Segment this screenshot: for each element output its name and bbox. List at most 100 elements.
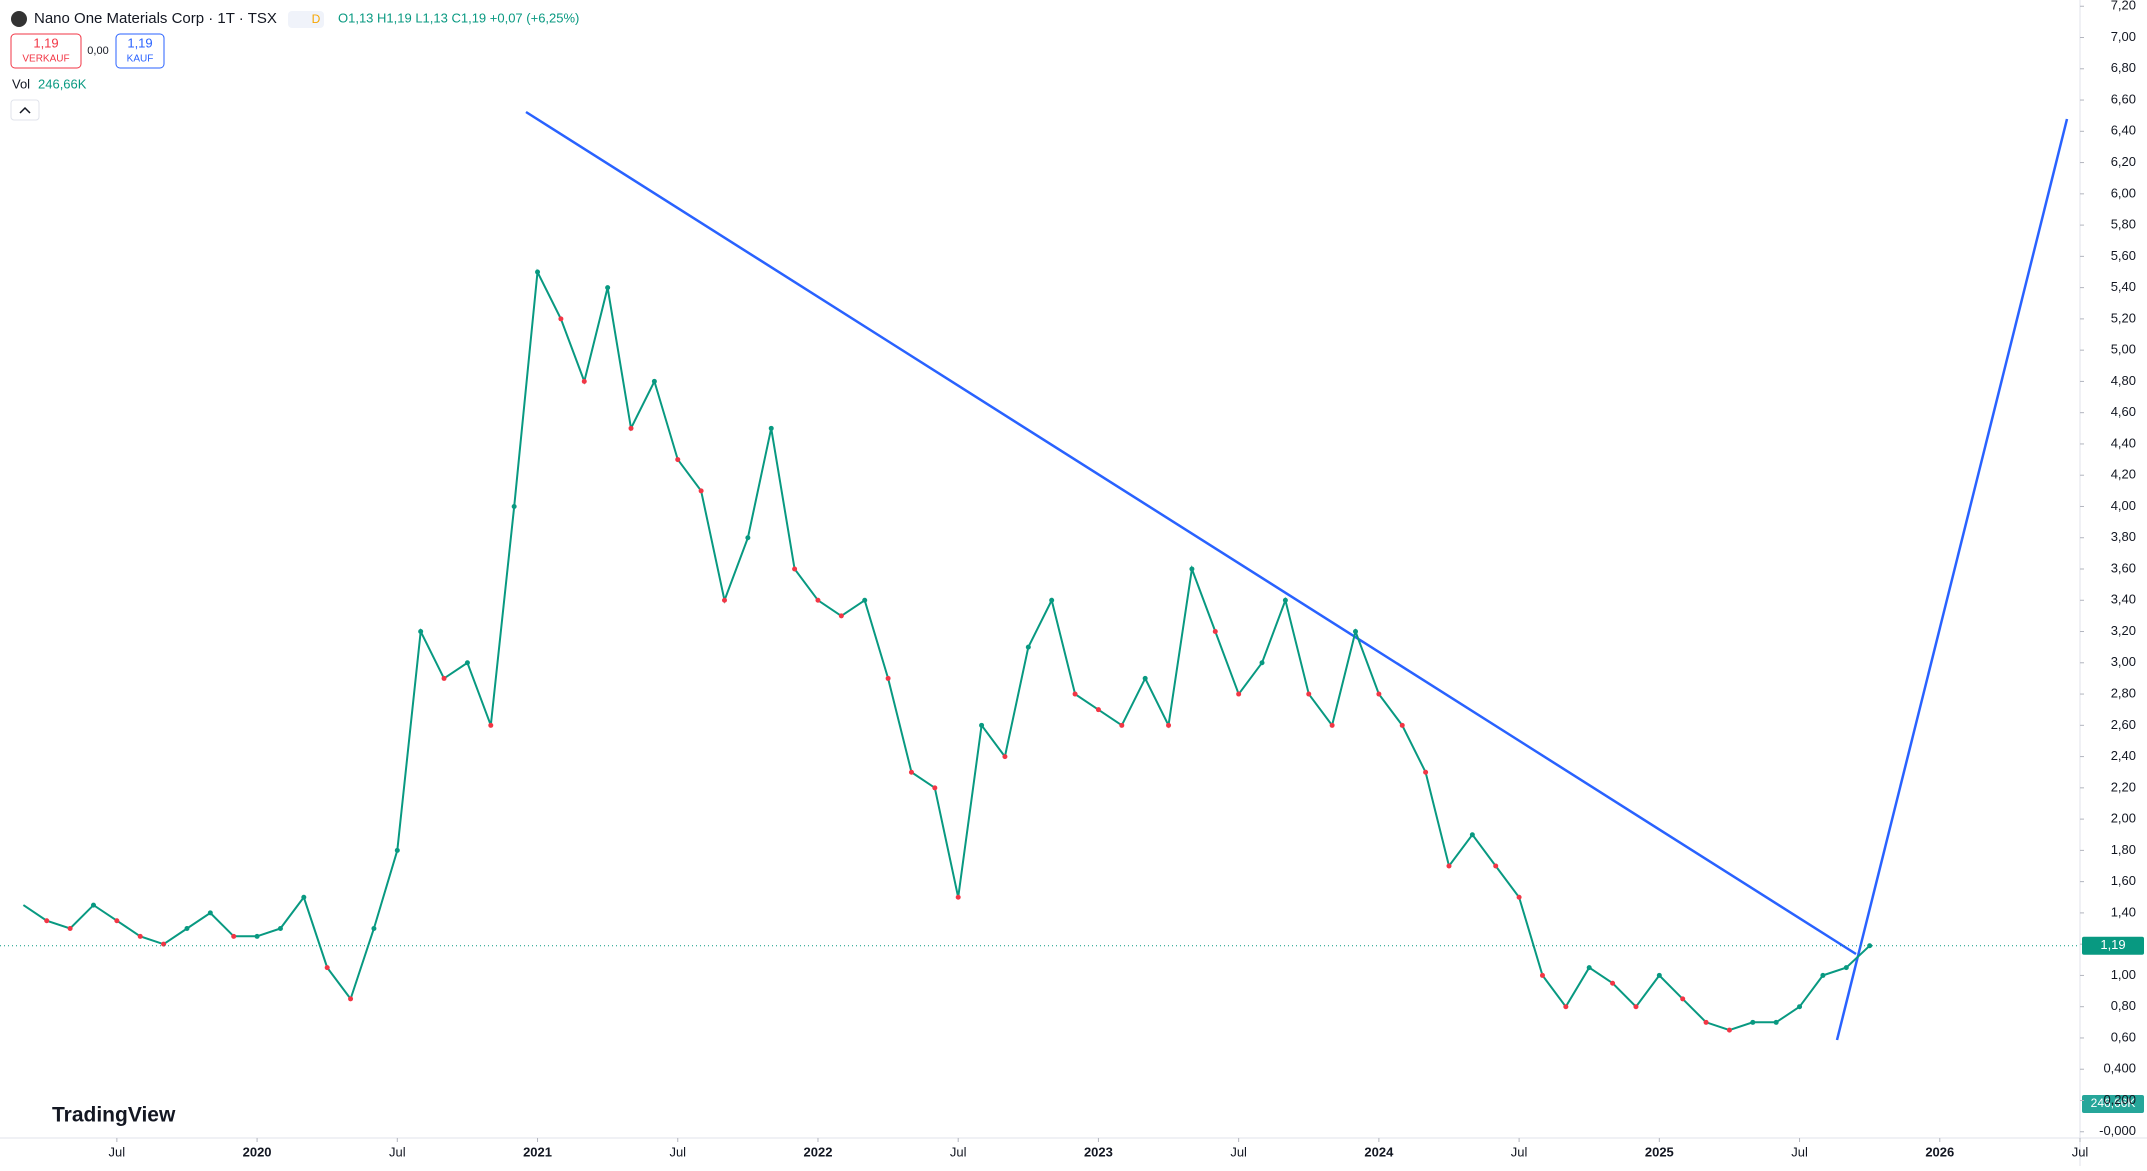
price-point xyxy=(1119,722,1125,728)
price-point xyxy=(1423,769,1429,775)
interval-badge: D xyxy=(312,12,321,26)
y-tick-label: 6,40 xyxy=(2111,123,2136,138)
price-point xyxy=(1680,996,1686,1002)
price-point xyxy=(885,675,891,681)
price-point xyxy=(815,597,821,603)
price-point xyxy=(1306,691,1312,697)
y-tick-label: 2,20 xyxy=(2111,779,2136,794)
y-tick-label: 3,00 xyxy=(2111,654,2136,669)
price-point xyxy=(67,926,73,932)
trend-line[interactable] xyxy=(525,110,1857,956)
x-tick-label: Jul xyxy=(1511,1144,1528,1159)
y-tick-label: 2,80 xyxy=(2111,685,2136,700)
y-tick-label: 1,80 xyxy=(2111,842,2136,857)
sell-label[interactable]: VERKAUF xyxy=(22,54,69,65)
price-point xyxy=(838,613,844,619)
y-tick-label: 3,80 xyxy=(2111,529,2136,544)
buy-label[interactable]: KAUF xyxy=(127,54,154,65)
ohlc: O1,13 H1,19 L1,13 C1,19 +0,07 (+6,25%) xyxy=(338,10,579,25)
buy-button[interactable] xyxy=(115,33,165,69)
price-point xyxy=(1399,722,1405,728)
y-tick-label: 5,00 xyxy=(2111,342,2136,357)
price-point xyxy=(394,847,400,853)
y-tick-label: 0,400 xyxy=(2103,1061,2136,1076)
y-tick-label: 1,40 xyxy=(2111,904,2136,919)
x-tick-label: Jul xyxy=(950,1144,967,1159)
price-point xyxy=(1189,566,1195,572)
volume-axis-label: 246,66K xyxy=(2091,1096,2136,1110)
price-point xyxy=(581,378,587,384)
price-point xyxy=(908,769,914,775)
price-point xyxy=(1002,754,1008,760)
price-point xyxy=(1329,722,1335,728)
price-point xyxy=(1376,691,1382,697)
symbol-title[interactable]: Nano One Materials Corp · 1T · TSX xyxy=(34,10,277,27)
price-point xyxy=(1166,722,1172,728)
y-tick-label: 6,80 xyxy=(2111,60,2136,75)
y-tick-label: 5,40 xyxy=(2111,279,2136,294)
x-tick-label: 2026 xyxy=(1925,1144,1954,1159)
last-price-label: 1,19 xyxy=(2100,937,2125,952)
y-tick-label: 2,60 xyxy=(2111,717,2136,732)
price-point xyxy=(605,285,611,291)
price-point xyxy=(114,918,120,924)
price-point xyxy=(1773,1019,1779,1025)
price-point xyxy=(932,785,938,791)
x-tick-label: 2023 xyxy=(1084,1144,1113,1159)
y-tick-label: 1,00 xyxy=(2111,967,2136,982)
x-tick-label: 2021 xyxy=(523,1144,552,1159)
price-point xyxy=(1353,629,1359,635)
price-point xyxy=(1797,1004,1803,1010)
y-tick-label: 0,60 xyxy=(2111,1029,2136,1044)
price-point xyxy=(161,941,167,947)
y-tick-label: 0,200 xyxy=(2103,1092,2136,1107)
x-tick-label: 2020 xyxy=(243,1144,272,1159)
price-point xyxy=(979,722,985,728)
x-tick-label: Jul xyxy=(669,1144,686,1159)
y-tick-label: 3,20 xyxy=(2111,623,2136,638)
y-tick-label: 4,80 xyxy=(2111,373,2136,388)
y-tick-label: 5,60 xyxy=(2111,248,2136,263)
price-point xyxy=(464,660,470,666)
buy-price[interactable]: 1,19 xyxy=(127,35,152,50)
price-point xyxy=(675,457,681,463)
y-tick-label: -0,000 xyxy=(2099,1123,2136,1138)
x-tick-label: Jul xyxy=(1230,1144,1247,1159)
x-tick-label: Jul xyxy=(1791,1144,1808,1159)
y-tick-label: 5,20 xyxy=(2111,310,2136,325)
price-point xyxy=(1025,644,1031,650)
y-tick-label: 2,00 xyxy=(2111,811,2136,826)
last-price-badge xyxy=(2082,936,2144,955)
price-point xyxy=(535,269,541,275)
price-point xyxy=(348,996,354,1002)
sell-button[interactable] xyxy=(10,33,82,69)
price-point xyxy=(277,926,283,932)
trend-line[interactable] xyxy=(1835,118,2069,1041)
y-tick-label: 6,20 xyxy=(2111,154,2136,169)
x-tick-label: Jul xyxy=(389,1144,406,1159)
sell-price[interactable]: 1,19 xyxy=(33,35,58,50)
y-tick-label: 6,00 xyxy=(2111,185,2136,200)
price-point xyxy=(1516,894,1522,900)
price-point xyxy=(231,933,237,939)
price-point xyxy=(1236,691,1242,697)
y-tick-label: 4,60 xyxy=(2111,404,2136,419)
x-tick-label: 2025 xyxy=(1645,1144,1674,1159)
y-tick-label: 4,00 xyxy=(2111,498,2136,513)
price-point xyxy=(628,425,634,431)
price-point xyxy=(418,629,424,635)
x-tick-label: 2024 xyxy=(1364,1144,1394,1159)
volume-value: 246,66K xyxy=(38,76,87,91)
price-point xyxy=(488,722,494,728)
price-point xyxy=(1633,1004,1639,1010)
y-tick-label: 7,00 xyxy=(2111,29,2136,44)
price-point xyxy=(862,597,868,603)
price-point xyxy=(1212,629,1218,635)
collapse-button[interactable] xyxy=(10,99,40,121)
price-point xyxy=(511,503,517,509)
price-point xyxy=(1703,1019,1709,1025)
price-point xyxy=(1095,707,1101,713)
